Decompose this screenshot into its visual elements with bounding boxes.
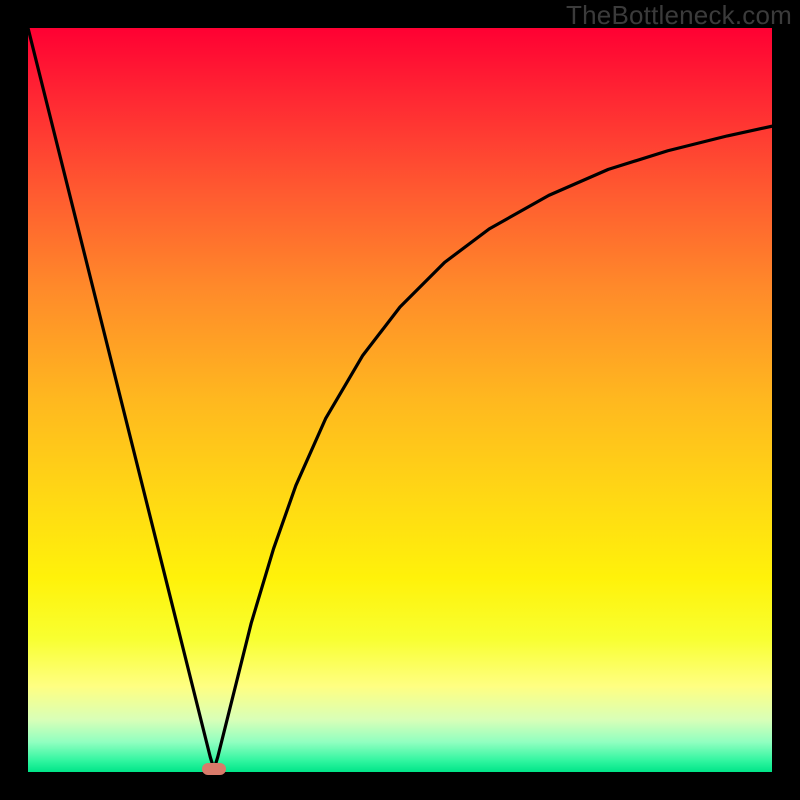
bottleneck-curve — [28, 28, 772, 772]
chart-stage: TheBottleneck.com — [0, 0, 800, 800]
vertex-marker — [202, 763, 226, 775]
curve-path — [28, 28, 772, 769]
watermark-label: TheBottleneck.com — [566, 0, 792, 31]
plot-area — [28, 28, 772, 772]
